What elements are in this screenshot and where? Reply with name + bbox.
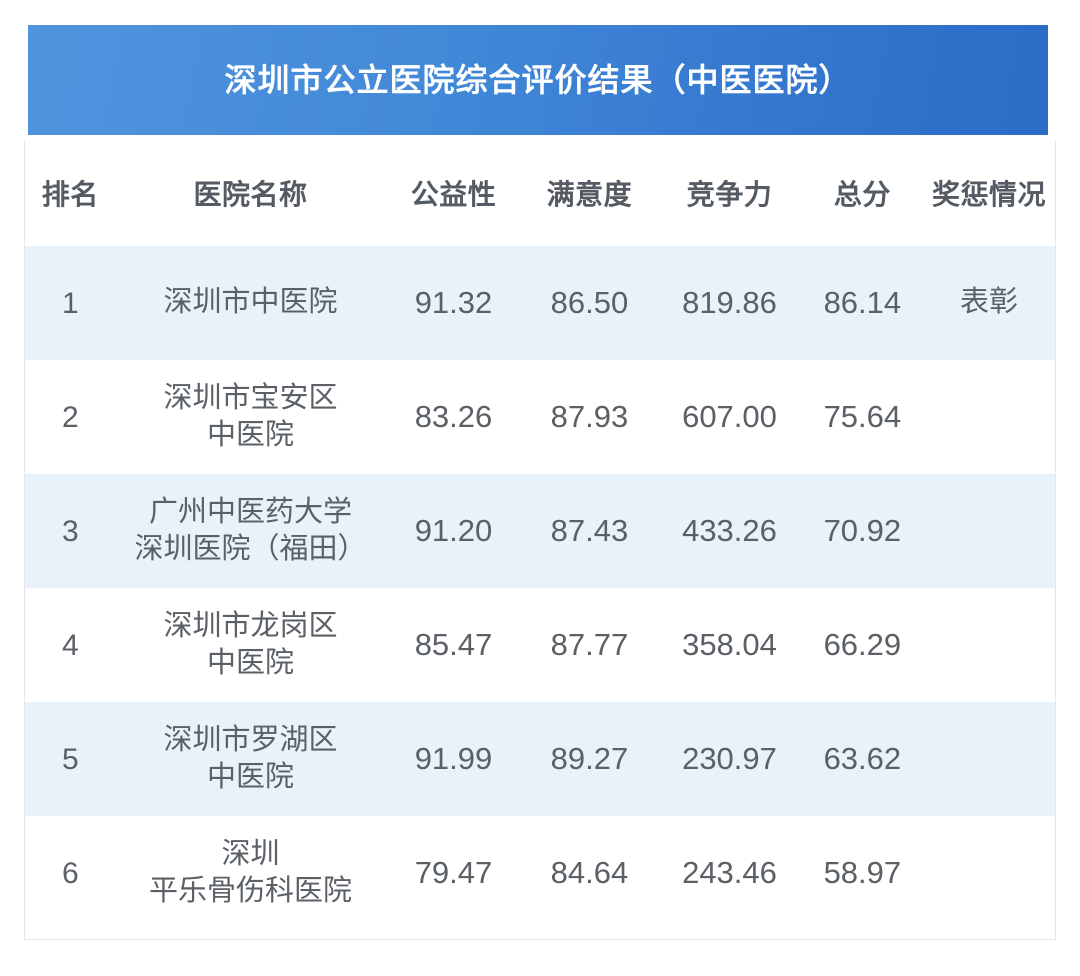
hospital-name-line: 深圳 <box>221 837 280 870</box>
hospital-name-line: 广州中医药大学 <box>149 495 353 528</box>
cell-reward-status <box>923 588 1055 702</box>
cell-hospital-name: 广州中医药大学 深圳医院（福田） <box>115 474 386 588</box>
column-header-satisfaction: 满意度 <box>521 140 658 246</box>
hospital-name-line: 深圳市龙岗区 <box>163 609 338 642</box>
cell-competitiveness: 433.26 <box>657 474 802 588</box>
cell-public-welfare: 91.99 <box>385 702 522 816</box>
table-header: 排名 医院名称 公益性 满意度 竞争力 总分 奖惩情况 <box>25 140 1055 246</box>
cell-total-score: 58.97 <box>801 816 924 930</box>
cell-rank: 6 <box>25 816 116 930</box>
cell-total-score: 66.29 <box>801 588 924 702</box>
cell-satisfaction: 89.27 <box>521 702 658 816</box>
cell-reward-status <box>923 816 1055 930</box>
hospital-name-line: 深圳市罗湖区 <box>163 723 338 756</box>
hospital-name-line: 平乐骨伤科医院 <box>149 875 353 907</box>
table-row: 5 深圳市罗湖区 中医院 91.99 89.27 230.97 63.62 <box>25 702 1055 816</box>
column-header-rank: 排名 <box>25 140 116 246</box>
cell-reward-status <box>923 702 1055 816</box>
title-banner: 深圳市公立医院综合评价结果（中医医院） <box>28 25 1048 135</box>
cell-reward-status: 表彰 <box>923 246 1055 360</box>
cell-rank: 1 <box>25 246 116 360</box>
cell-total-score: 86.14 <box>801 246 924 360</box>
column-header-competitiveness: 竞争力 <box>657 140 802 246</box>
cell-satisfaction: 86.50 <box>521 246 658 360</box>
hospital-name-line: 深圳市中医院 <box>163 286 338 319</box>
cell-rank: 2 <box>25 360 116 474</box>
ranking-table-container: 排名 医院名称 公益性 满意度 竞争力 总分 奖惩情况 1 深圳市中医院 91.… <box>24 140 1056 940</box>
cell-hospital-name: 深圳市龙岗区 中医院 <box>115 588 386 702</box>
table-row: 2 深圳市宝安区 中医院 83.26 87.93 607.00 75.64 <box>25 360 1055 474</box>
hospital-name-line: 深圳医院（福田） <box>134 533 367 565</box>
cell-total-score: 75.64 <box>801 360 924 474</box>
column-header-reward: 奖惩情况 <box>923 140 1055 246</box>
hospital-name-line: 中医院 <box>207 419 295 451</box>
ranking-table: 排名 医院名称 公益性 满意度 竞争力 总分 奖惩情况 1 深圳市中医院 91.… <box>25 140 1055 930</box>
cell-total-score: 63.62 <box>801 702 924 816</box>
table-body: 1 深圳市中医院 91.32 86.50 819.86 86.14 表彰 2 深… <box>25 246 1055 930</box>
cell-public-welfare: 91.32 <box>385 246 522 360</box>
cell-satisfaction: 87.77 <box>521 588 658 702</box>
cell-total-score: 70.92 <box>801 474 924 588</box>
cell-reward-status <box>923 474 1055 588</box>
cell-competitiveness: 607.00 <box>657 360 802 474</box>
table-header-row: 排名 医院名称 公益性 满意度 竞争力 总分 奖惩情况 <box>25 140 1055 246</box>
cell-public-welfare: 79.47 <box>385 816 522 930</box>
hospital-name-line: 深圳市宝安区 <box>163 381 338 414</box>
table-row: 6 深圳 平乐骨伤科医院 79.47 84.64 243.46 58.97 <box>25 816 1055 930</box>
cell-hospital-name: 深圳市罗湖区 中医院 <box>115 702 386 816</box>
cell-rank: 5 <box>25 702 116 816</box>
cell-hospital-name: 深圳市中医院 <box>115 246 386 360</box>
cell-rank: 4 <box>25 588 116 702</box>
column-header-total: 总分 <box>801 140 924 246</box>
cell-competitiveness: 243.46 <box>657 816 802 930</box>
cell-satisfaction: 87.43 <box>521 474 658 588</box>
cell-satisfaction: 87.93 <box>521 360 658 474</box>
table-row: 1 深圳市中医院 91.32 86.50 819.86 86.14 表彰 <box>25 246 1055 360</box>
cell-public-welfare: 91.20 <box>385 474 522 588</box>
cell-public-welfare: 83.26 <box>385 360 522 474</box>
page-title: 深圳市公立医院综合评价结果（中医医院） <box>224 61 852 98</box>
cell-competitiveness: 358.04 <box>657 588 802 702</box>
table-row: 4 深圳市龙岗区 中医院 85.47 87.77 358.04 66.29 <box>25 588 1055 702</box>
cell-public-welfare: 85.47 <box>385 588 522 702</box>
cell-hospital-name: 深圳市宝安区 中医院 <box>115 360 386 474</box>
column-header-name: 医院名称 <box>115 140 386 246</box>
hospital-name-line: 中医院 <box>207 761 295 793</box>
column-header-public: 公益性 <box>385 140 522 246</box>
cell-rank: 3 <box>25 474 116 588</box>
table-row: 3 广州中医药大学 深圳医院（福田） 91.20 87.43 433.26 70… <box>25 474 1055 588</box>
cell-satisfaction: 84.64 <box>521 816 658 930</box>
cell-reward-status <box>923 360 1055 474</box>
cell-hospital-name: 深圳 平乐骨伤科医院 <box>115 816 386 930</box>
cell-competitiveness: 230.97 <box>657 702 802 816</box>
hospital-name-line: 中医院 <box>207 647 295 679</box>
cell-competitiveness: 819.86 <box>657 246 802 360</box>
